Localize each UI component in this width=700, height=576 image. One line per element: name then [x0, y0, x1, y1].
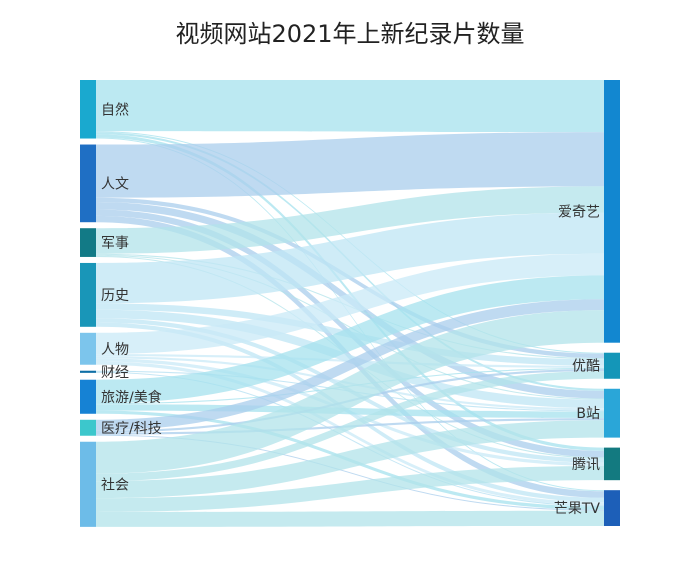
sankey-link [96, 275, 604, 404]
sankey-link [96, 186, 604, 254]
source-node [80, 80, 96, 139]
source-node [80, 441, 96, 527]
source-node [80, 332, 96, 365]
source-label: 自然 [101, 101, 129, 118]
sankey-link [96, 309, 604, 409]
sankey-link [96, 299, 604, 431]
target-label: 爱奇艺 [558, 203, 600, 220]
source-node [80, 144, 96, 223]
source-node [80, 419, 96, 436]
nodes-layer [80, 80, 620, 527]
sankey-link [96, 132, 604, 198]
source-label: 历史 [101, 288, 129, 304]
source-label: 军事 [101, 236, 129, 252]
target-node [604, 352, 620, 379]
target-label: B站 [576, 406, 600, 422]
sankey-link [96, 466, 604, 512]
source-label: 社会 [101, 477, 129, 493]
target-label: 优酷 [572, 359, 600, 375]
target-label: 腾讯 [572, 456, 600, 473]
target-node [604, 80, 620, 343]
sankey-link [96, 134, 604, 451]
source-node [80, 370, 96, 373]
target-node [604, 447, 620, 481]
target-node [604, 490, 620, 526]
source-label: 医疗/科技 [101, 421, 162, 437]
links-layer [96, 80, 604, 527]
sankey-link [96, 510, 604, 527]
sankey-link [96, 371, 604, 507]
source-label: 财经 [101, 365, 129, 381]
sankey-link [96, 254, 604, 400]
target-node [604, 388, 620, 438]
target-label: 芒果TV [554, 501, 601, 517]
sankey-link [96, 80, 604, 133]
sankey-link [96, 253, 604, 355]
source-node [80, 379, 96, 414]
sankey-link [96, 371, 604, 482]
sankey-link [96, 361, 604, 506]
source-label: 人物 [101, 342, 129, 358]
sankey-link [96, 434, 604, 511]
sankey-link [96, 212, 604, 304]
sankey-link [96, 420, 604, 499]
sankey-link [96, 310, 604, 474]
chart-title: 视频网站2021年上新纪录片数量 [175, 20, 524, 48]
source-label: 旅游/美食 [101, 389, 162, 406]
source-node [80, 228, 96, 257]
source-label: 人文 [101, 176, 129, 192]
source-node [80, 262, 96, 327]
